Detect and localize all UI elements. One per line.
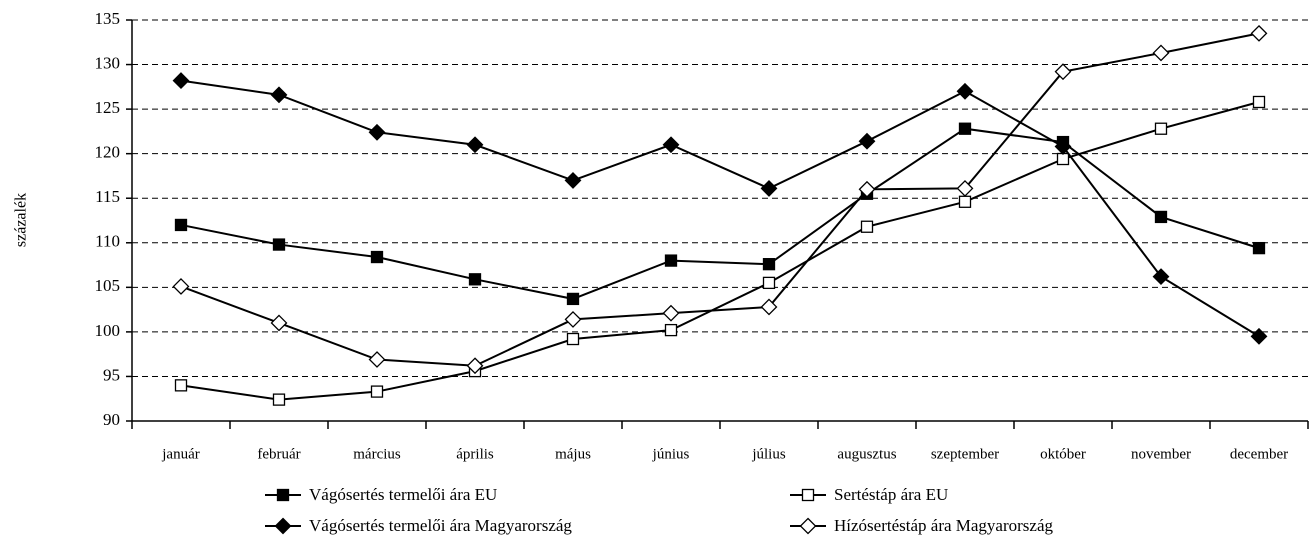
data-point bbox=[1252, 95, 1266, 109]
legend-marker bbox=[801, 488, 815, 502]
legend-marker bbox=[799, 517, 817, 535]
data-point bbox=[1252, 241, 1266, 255]
data-point bbox=[760, 298, 778, 316]
data-point bbox=[368, 123, 386, 141]
y-tick-label: 120 bbox=[95, 143, 121, 162]
legend-label: Vágósertés termelői ára Magyarország bbox=[309, 516, 572, 535]
data-point bbox=[566, 292, 580, 306]
legend-marker bbox=[274, 517, 292, 535]
data-point bbox=[1054, 138, 1072, 155]
data-point bbox=[858, 132, 876, 150]
data-point bbox=[664, 323, 678, 337]
data-point bbox=[468, 273, 482, 286]
legend-label: Sertéstáp ára EU bbox=[834, 485, 948, 504]
y-axis-label: százalék bbox=[13, 193, 30, 247]
x-tick-label: január bbox=[161, 446, 199, 462]
data-point bbox=[858, 180, 876, 198]
data-point bbox=[958, 195, 972, 208]
data-point bbox=[564, 171, 582, 189]
data-point bbox=[1056, 152, 1070, 166]
x-tick-label: október bbox=[1040, 446, 1086, 462]
data-point bbox=[662, 304, 680, 322]
x-tick-label: február bbox=[257, 446, 300, 462]
series-line bbox=[180, 101, 1260, 401]
data-point bbox=[370, 250, 384, 264]
x-tick-label: november bbox=[1131, 446, 1191, 462]
y-tick-label: 90 bbox=[103, 410, 120, 429]
x-tick-label: június bbox=[652, 446, 690, 462]
data-point bbox=[272, 238, 286, 251]
data-point bbox=[172, 278, 190, 295]
y-tick-label: 125 bbox=[95, 98, 121, 117]
data-point bbox=[370, 385, 384, 398]
x-tick-label: április bbox=[456, 446, 494, 462]
data-point bbox=[172, 72, 190, 90]
y-tick-label: 115 bbox=[95, 187, 120, 206]
data-point bbox=[1152, 268, 1170, 286]
legend-marker bbox=[276, 488, 290, 502]
series-line bbox=[180, 79, 1260, 338]
x-tick-label: május bbox=[555, 446, 591, 462]
data-point bbox=[664, 254, 678, 267]
y-tick-label: 135 bbox=[95, 9, 121, 28]
legend-label: Vágósertés termelői ára EU bbox=[309, 485, 497, 504]
y-tick-label: 110 bbox=[95, 232, 120, 251]
data-point bbox=[1154, 210, 1168, 224]
data-point bbox=[1154, 122, 1168, 135]
y-tick-label: 130 bbox=[95, 53, 121, 72]
data-point bbox=[1250, 327, 1268, 345]
x-tick-label: augusztus bbox=[837, 446, 896, 462]
data-point bbox=[760, 180, 778, 197]
data-point bbox=[564, 310, 582, 328]
x-tick-label: július bbox=[751, 446, 786, 462]
data-point bbox=[1250, 24, 1268, 42]
x-tick-label: március bbox=[353, 446, 401, 462]
data-point bbox=[174, 218, 188, 232]
data-point bbox=[662, 136, 680, 154]
y-tick-label: 95 bbox=[103, 365, 120, 384]
y-tick-label: 100 bbox=[95, 321, 121, 340]
data-point bbox=[1054, 63, 1072, 81]
data-point bbox=[466, 357, 484, 375]
data-point bbox=[1152, 44, 1170, 62]
data-point bbox=[174, 379, 188, 392]
data-point bbox=[270, 314, 288, 332]
legend-label: Hízósertéstáp ára Magyarország bbox=[834, 516, 1054, 535]
data-point bbox=[466, 136, 484, 154]
data-point bbox=[860, 220, 874, 233]
series-line bbox=[180, 127, 1260, 300]
data-point bbox=[272, 393, 286, 406]
data-point bbox=[956, 180, 974, 197]
data-point bbox=[956, 82, 974, 100]
data-point bbox=[762, 258, 776, 271]
series-line bbox=[180, 32, 1260, 367]
data-point bbox=[368, 351, 386, 368]
x-tick-label: december bbox=[1230, 446, 1288, 462]
data-point bbox=[566, 332, 580, 346]
y-tick-label: 105 bbox=[95, 276, 121, 295]
data-point bbox=[958, 122, 972, 135]
x-tick-label: szeptember bbox=[931, 446, 999, 462]
data-point bbox=[762, 276, 776, 290]
data-point bbox=[270, 86, 288, 104]
